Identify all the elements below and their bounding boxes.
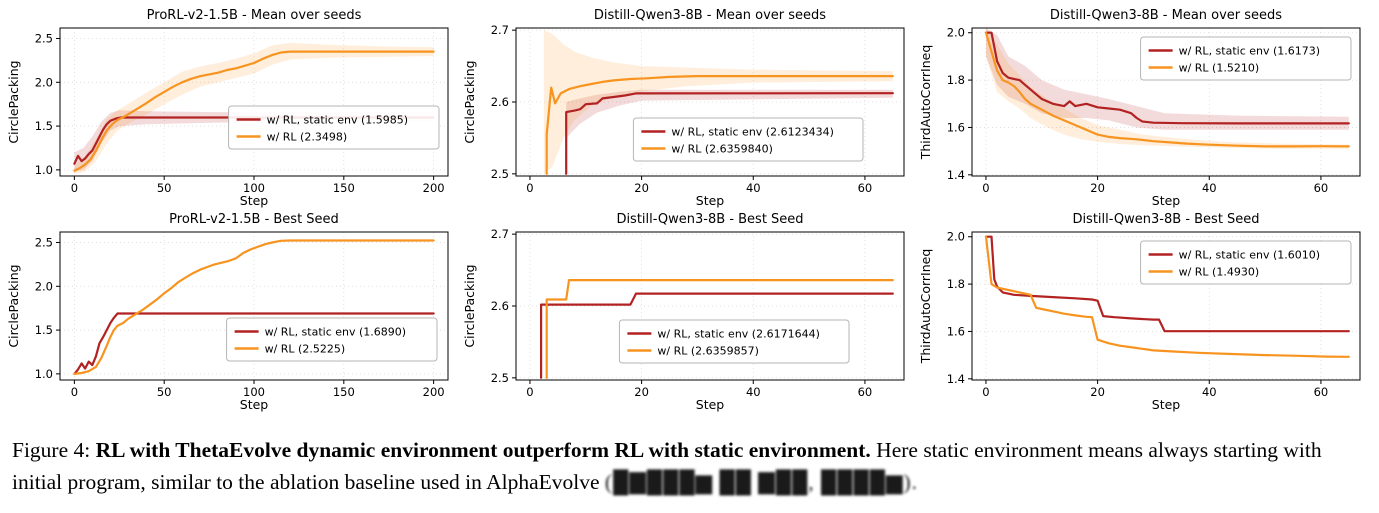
chart-distill-thirdautocorrineq-mean: 0 20 40 60 1.4 1.6 1.8 2.0 Distill-Qwen3-8B - Me…	[916, 6, 1372, 210]
svg-text:1.5: 1.5	[35, 119, 53, 133]
svg-text:0: 0	[71, 385, 78, 399]
svg-text:1.6: 1.6	[947, 324, 965, 338]
svg-text:w/ RL (2.3498): w/ RL (2.3498)	[267, 130, 348, 143]
chart-svg: 0 50 100 150 200 1.0 1.5 2.0 2.5 ProRL-v2-1.5B - …	[6, 212, 449, 412]
svg-text:w/ RL (2.6359840): w/ RL (2.6359840)	[671, 142, 773, 155]
chart-distill-thirdautocorrineq-best: 0 20 40 60 1.4 1.6 1.8 2.0 Distill-Qwen3-8B - Be…	[916, 210, 1372, 414]
chart-svg: 0 20 40 60 1.4 1.6 1.8 2.0 Distill-Qwen3-8B - Be…	[918, 212, 1361, 412]
chart-svg: 0 50 100 150 200 1.0 1.5 2.0 2.5 ProRL-v2-1.5B - …	[6, 8, 449, 208]
svg-text:0: 0	[526, 385, 533, 399]
svg-text:40: 40	[746, 385, 761, 399]
svg-text:CirclePacking: CirclePacking	[6, 60, 21, 143]
svg-text:150: 150	[333, 181, 355, 195]
svg-text:2.0: 2.0	[35, 279, 53, 293]
svg-text:w/ RL, static env (1.6890): w/ RL, static env (1.6890)	[265, 325, 406, 338]
svg-text:ProRL-v2-1.5B - Best Seed: ProRL-v2-1.5B - Best Seed	[169, 212, 339, 227]
svg-text:2.5: 2.5	[35, 236, 53, 250]
svg-text:Step: Step	[240, 397, 269, 412]
svg-text:w/ RL (1.5210): w/ RL (1.5210)	[1179, 61, 1260, 74]
svg-text:0: 0	[982, 385, 989, 399]
svg-text:0: 0	[982, 181, 989, 195]
svg-text:CirclePacking: CirclePacking	[462, 60, 477, 143]
svg-text:60: 60	[1314, 181, 1329, 195]
svg-text:1.6: 1.6	[947, 120, 965, 134]
chart-distill-circlepacking-best: 0 20 40 60 2.5 2.6 2.7 Distill-Qwen3-8B - Best …	[460, 210, 916, 414]
svg-text:w/ RL (2.6359857): w/ RL (2.6359857)	[657, 344, 759, 357]
chart-prorl-best: 0 50 100 150 200 1.0 1.5 2.0 2.5 ProRL-v2-1.5B - …	[4, 210, 460, 414]
svg-text:1.5: 1.5	[35, 323, 53, 337]
svg-text:Step: Step	[1152, 193, 1181, 208]
svg-text:50: 50	[157, 385, 172, 399]
svg-text:ProRL-v2-1.5B - Mean over seed: ProRL-v2-1.5B - Mean over seeds	[147, 8, 362, 23]
svg-text:0: 0	[526, 181, 533, 195]
svg-text:50: 50	[157, 181, 172, 195]
svg-text:20: 20	[634, 385, 649, 399]
svg-text:Distill-Qwen3-8B - Best Seed: Distill-Qwen3-8B - Best Seed	[616, 212, 803, 227]
svg-text:w/ RL, static env (2.6123434): w/ RL, static env (2.6123434)	[671, 125, 833, 138]
svg-text:0: 0	[71, 181, 78, 195]
chart-prorl-mean: 0 50 100 150 200 1.0 1.5 2.0 2.5 ProRL-v2-1.5B - …	[4, 6, 460, 210]
svg-text:Step: Step	[696, 193, 725, 208]
svg-text:60: 60	[1314, 385, 1329, 399]
svg-text:w/ RL, static env (1.6173): w/ RL, static env (1.6173)	[1179, 44, 1320, 57]
chart-grid: 0 50 100 150 200 1.0 1.5 2.0 2.5 ProRL-v2-1.5B - …	[4, 6, 1372, 414]
svg-text:Step: Step	[696, 397, 725, 412]
svg-text:40: 40	[1202, 385, 1217, 399]
svg-text:40: 40	[1202, 181, 1217, 195]
svg-text:w/ RL, static env (1.5985): w/ RL, static env (1.5985)	[267, 113, 408, 126]
svg-text:60: 60	[858, 385, 873, 399]
svg-text:w/ RL (2.5225): w/ RL (2.5225)	[265, 342, 346, 355]
svg-text:1.0: 1.0	[35, 367, 53, 381]
caption-obscured-citation: (█▇███▆ ██ ▇██, ████▆).	[604, 470, 919, 495]
svg-text:2.6: 2.6	[491, 95, 509, 109]
svg-text:1.8: 1.8	[947, 73, 965, 87]
svg-text:40: 40	[746, 181, 761, 195]
svg-text:100: 100	[243, 181, 265, 195]
svg-text:2.0: 2.0	[947, 230, 965, 244]
svg-text:CirclePacking: CirclePacking	[6, 264, 21, 347]
svg-text:20: 20	[1090, 181, 1105, 195]
svg-text:1.0: 1.0	[35, 163, 53, 177]
svg-text:2.0: 2.0	[947, 26, 965, 40]
svg-text:w/ RL, static env (2.6171644): w/ RL, static env (2.6171644)	[657, 327, 819, 340]
caption-bold-claim: RL with ThetaEvolve dynamic environment …	[95, 438, 871, 462]
svg-text:150: 150	[333, 385, 355, 399]
svg-text:w/ RL (1.4930): w/ RL (1.4930)	[1179, 265, 1260, 278]
svg-text:20: 20	[1090, 385, 1105, 399]
svg-text:200: 200	[423, 385, 445, 399]
svg-text:20: 20	[634, 181, 649, 195]
svg-text:ThirdAutoCorrIneq: ThirdAutoCorrIneq	[918, 45, 933, 161]
caption-body-text: Here static environment means always sta…	[12, 438, 1322, 495]
svg-text:2.7: 2.7	[491, 23, 509, 37]
svg-text:60: 60	[858, 181, 873, 195]
svg-text:1.4: 1.4	[947, 168, 965, 182]
svg-text:2.5: 2.5	[35, 32, 53, 46]
svg-text:CirclePacking: CirclePacking	[462, 264, 477, 347]
svg-text:2.5: 2.5	[491, 167, 509, 181]
svg-text:2.7: 2.7	[491, 227, 509, 241]
svg-text:Step: Step	[240, 193, 269, 208]
chart-svg: 0 20 40 60 2.5 2.6 2.7 Distill-Qwen3-8B - Mean …	[462, 8, 905, 208]
svg-text:200: 200	[423, 181, 445, 195]
chart-svg: 0 20 40 60 1.4 1.6 1.8 2.0 Distill-Qwen3-8B - Me…	[918, 8, 1361, 208]
svg-text:Distill-Qwen3-8B - Mean over s: Distill-Qwen3-8B - Mean over seeds	[594, 8, 826, 23]
chart-distill-circlepacking-mean: 0 20 40 60 2.5 2.6 2.7 Distill-Qwen3-8B - Mean …	[460, 6, 916, 210]
svg-text:ThirdAutoCorrIneq: ThirdAutoCorrIneq	[918, 249, 933, 365]
caption-figure-label: Figure 4:	[12, 438, 91, 462]
chart-svg: 0 20 40 60 2.5 2.6 2.7 Distill-Qwen3-8B - Best …	[462, 212, 905, 412]
svg-text:1.4: 1.4	[947, 372, 965, 386]
figure-4: 0 50 100 150 200 1.0 1.5 2.0 2.5 ProRL-v2-1.5B - …	[4, 6, 1372, 499]
svg-text:Distill-Qwen3-8B - Mean over s: Distill-Qwen3-8B - Mean over seeds	[1050, 8, 1282, 23]
figure-caption: Figure 4: RL with ThetaEvolve dynamic env…	[12, 434, 1367, 499]
svg-text:Step: Step	[1152, 397, 1181, 412]
svg-text:w/ RL, static env (1.6010): w/ RL, static env (1.6010)	[1179, 248, 1320, 261]
svg-text:2.0: 2.0	[35, 75, 53, 89]
svg-text:2.6: 2.6	[491, 299, 509, 313]
svg-text:100: 100	[243, 385, 265, 399]
svg-text:Distill-Qwen3-8B - Best Seed: Distill-Qwen3-8B - Best Seed	[1072, 212, 1259, 227]
svg-text:2.5: 2.5	[491, 371, 509, 385]
svg-text:1.8: 1.8	[947, 277, 965, 291]
